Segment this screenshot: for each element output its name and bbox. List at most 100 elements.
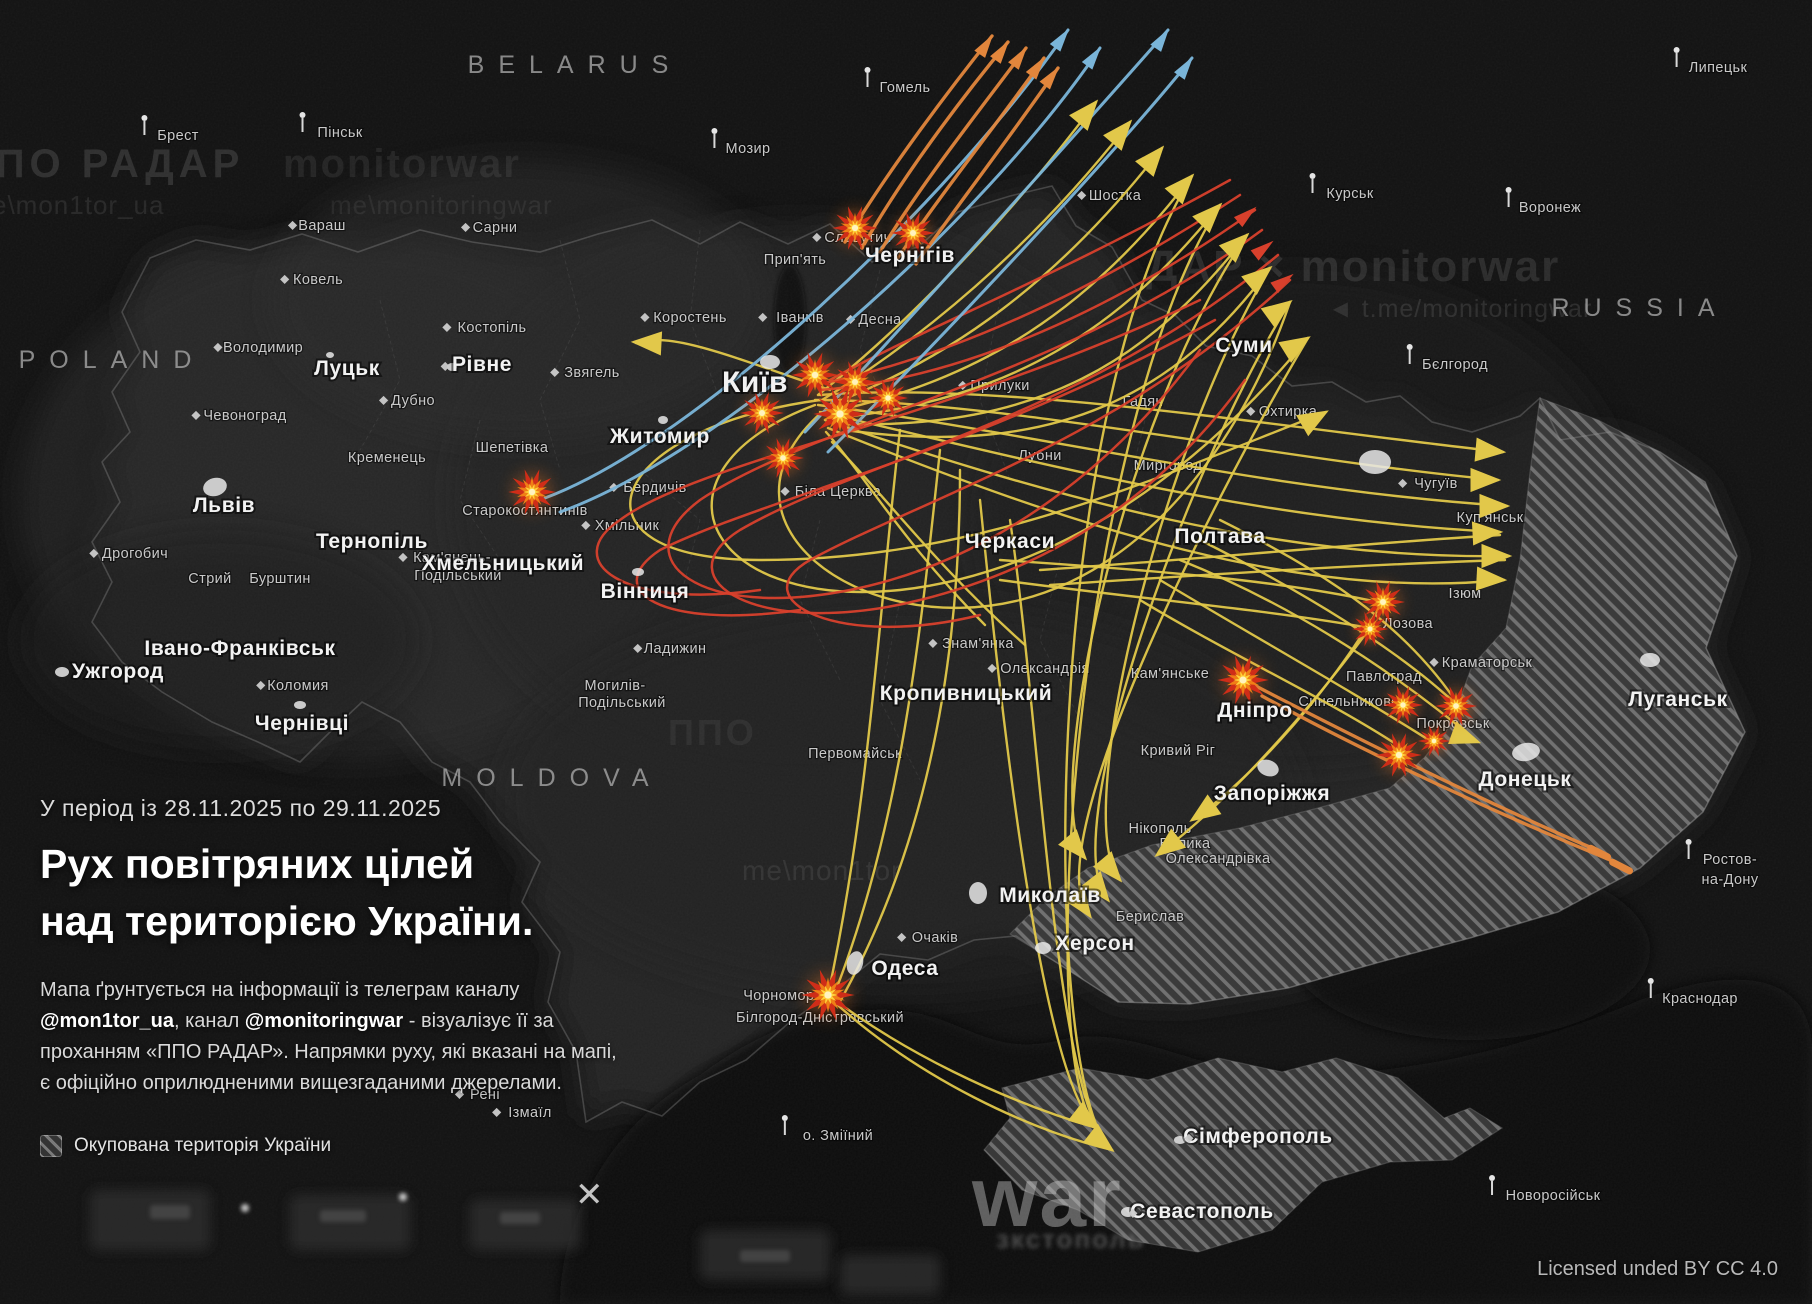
trajectory-line	[1218, 518, 1457, 702]
trajectory-line	[785, 278, 1292, 628]
trajectory-line	[1094, 300, 1292, 902]
urban-area	[1640, 653, 1660, 667]
city-label: Ладижин	[644, 641, 707, 657]
map-title: Рух повітряних цілей над територією Укра…	[40, 841, 534, 944]
urban-area	[632, 568, 644, 576]
city-marker	[440, 361, 450, 372]
city-label: Липецьк	[1689, 60, 1748, 76]
city-pin-icon	[1673, 47, 1680, 67]
city-pin-icon	[1647, 978, 1654, 998]
watermarks: ППО РАДАР monitorwar e\mon1tor_ua me\monito…	[0, 142, 1592, 1254]
trajectory-line	[998, 578, 1372, 630]
urban-area	[658, 416, 668, 424]
country-labels: POLAND BELARUS RUSSIA MOLDOVA	[19, 51, 1728, 792]
city-pin-icon	[299, 112, 306, 132]
ukraine-border	[91, 185, 1746, 1124]
city-marker	[987, 663, 997, 674]
city-label: Кривий Ріг	[1141, 743, 1216, 759]
city-label: Луганськ	[1628, 688, 1727, 711]
city-marker	[780, 486, 790, 497]
city-label: Ізюм	[1449, 586, 1482, 602]
city-marker	[633, 643, 643, 654]
city-marker	[442, 322, 452, 333]
minor-city-labels: СлавутичПрип'ятьІванківДеснаКоростеньБер…	[89, 47, 1760, 1205]
trajectory-line	[824, 146, 1164, 408]
city-label: Луцьк	[314, 357, 380, 380]
watermark-text: ◄ t.me/monitoringwar	[1328, 295, 1592, 323]
city-label: Івано-Франківськ	[144, 637, 335, 660]
bottom-decorations: ✕	[90, 1176, 940, 1295]
city-label: Курськ	[1326, 186, 1373, 202]
city-label: Чернігів	[865, 244, 955, 267]
city-label: Житомир	[609, 425, 710, 448]
trajectory-line	[1198, 538, 1462, 710]
watermark-text: зкстополь	[996, 1224, 1146, 1254]
missile-tail-icon	[1609, 858, 1634, 875]
city-label: Первомайськ	[808, 746, 902, 762]
city-label: Київ	[722, 366, 788, 399]
trajectory-line	[1064, 174, 1194, 1152]
city-label: Сарни	[473, 220, 518, 236]
city-label: Десна	[858, 312, 902, 328]
trajectory-line	[1260, 694, 1617, 864]
trajectory-line	[833, 203, 1222, 420]
map-description: Мапа ґрунтується на інформації із телегр…	[40, 979, 617, 1095]
city-label: Рені	[470, 1087, 500, 1103]
city-label: Дубно	[391, 393, 435, 409]
city-label: Коломия	[267, 678, 329, 694]
country-label: RUSSIA	[1551, 294, 1728, 322]
trajectory-line	[826, 993, 1099, 1130]
city-label: Воронеж	[1519, 200, 1581, 216]
city-label: Гомель	[880, 80, 931, 96]
watermark-text: ППО РАДАР	[0, 142, 244, 186]
trajectory-line	[826, 426, 1506, 585]
trajectory-line	[1246, 680, 1594, 850]
trajectory-line	[667, 228, 1264, 600]
city-label: Краматорськ	[1442, 655, 1533, 671]
city-marker	[191, 410, 201, 421]
trajectory-line	[629, 398, 1328, 562]
city-pin-icon	[864, 67, 871, 87]
urban-area	[760, 355, 780, 369]
trajectory-line	[710, 336, 1310, 594]
city-marker	[287, 220, 298, 231]
city-label: Прилуки	[970, 378, 1030, 394]
city-label: Олександрія	[1000, 661, 1089, 677]
urban-area	[326, 352, 334, 358]
city-label: Чугуїв	[1414, 476, 1458, 492]
city-label: Берислав	[1116, 909, 1184, 925]
city-label: Могилів-	[584, 678, 645, 694]
city-label: Нікополь	[1128, 821, 1191, 837]
trajectory-line	[860, 40, 1010, 250]
missile-tail-icon	[1587, 844, 1612, 861]
city-label: Подільський	[578, 695, 666, 711]
trajectory-line	[818, 208, 1257, 392]
city-label: Кам'янське	[1131, 666, 1209, 682]
trajectory-line	[1104, 266, 1272, 882]
trajectory-line	[826, 428, 902, 997]
city-marker	[581, 520, 591, 531]
city-marker	[640, 312, 650, 323]
city-label: Павлоград	[1346, 669, 1422, 685]
city-label: Ужгород	[72, 660, 164, 683]
city-label: Очаків	[912, 930, 959, 946]
occupied-territory-region	[983, 1057, 1504, 1253]
watermark-text: me\monitoringwar	[330, 190, 553, 220]
city-label: Бєлгород	[1422, 357, 1488, 373]
trajectory-line	[710, 253, 1280, 615]
urban-area	[203, 477, 227, 497]
trajectory-line	[1038, 533, 1502, 572]
city-pin-icon	[1489, 1175, 1496, 1195]
city-label: Шепетівка	[476, 440, 549, 456]
city-label: Мозир	[726, 141, 771, 157]
watermark-text: war	[971, 1150, 1123, 1244]
city-marker	[897, 932, 907, 943]
watermark-text: ДАР × monitorwar	[1146, 242, 1560, 291]
city-label: Ковель	[293, 272, 343, 288]
city-marker	[1184, 1133, 1194, 1144]
trajectory-line	[843, 266, 1272, 439]
city-pin-icon	[1685, 839, 1692, 859]
city-pin-icon	[1309, 173, 1316, 193]
city-label: Подільський	[414, 568, 502, 584]
